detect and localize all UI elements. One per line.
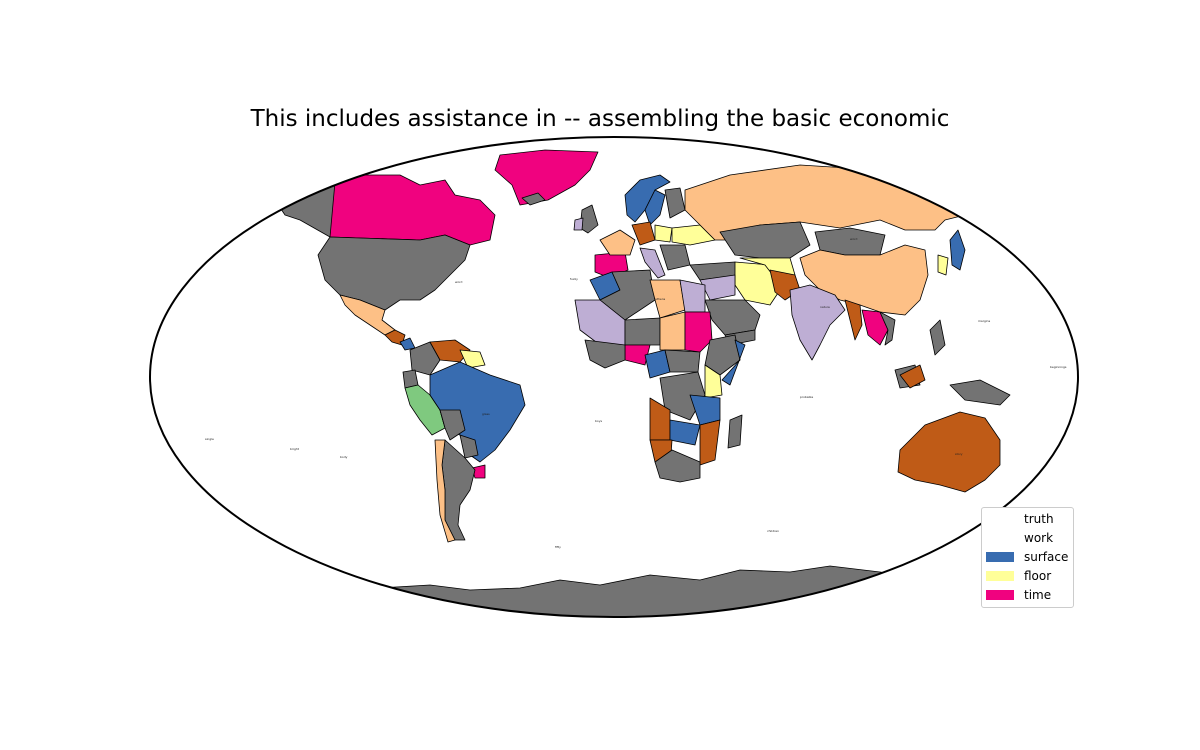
region-sudan (684, 311, 713, 353)
region-somalia (721, 339, 746, 386)
region-sumatra (899, 364, 926, 389)
legend-swatch (986, 552, 1014, 562)
legend-label: time (1024, 588, 1052, 602)
region-vietnam (879, 311, 896, 346)
region-central-america (384, 329, 406, 346)
legend-swatch (986, 514, 1014, 524)
legend-label: work (1024, 531, 1054, 545)
svg-text:beginnings: beginnings (1050, 365, 1067, 369)
svg-text:body: body (340, 455, 348, 459)
legend-item: time (986, 587, 1051, 603)
legend-swatch (986, 590, 1014, 600)
region-indonesia (949, 379, 1011, 406)
region-myanmar (844, 299, 863, 341)
region-bolivia (439, 409, 466, 441)
legend-item: truth (986, 511, 1054, 527)
region-chad (659, 311, 686, 351)
region-colombia (409, 341, 441, 376)
region-ethiopia (704, 334, 741, 376)
legend-label: truth (1024, 512, 1054, 526)
region-poland (654, 224, 673, 243)
map-legend: truth work surface floor time (981, 507, 1074, 608)
svg-text:glass: glass (482, 412, 490, 416)
region-italy (639, 247, 666, 279)
svg-text:word: word (850, 237, 857, 241)
svg-text:story: story (955, 452, 963, 456)
svg-text:nature: nature (820, 305, 830, 309)
legend-swatch (986, 571, 1014, 581)
legend-item: work (986, 530, 1053, 546)
region-mozambique (699, 419, 721, 466)
region-saudi (704, 299, 761, 336)
region-car (664, 349, 701, 373)
region-south-africa (654, 449, 701, 483)
region-madagascar (727, 414, 743, 449)
legend-label: surface (1024, 550, 1069, 564)
region-greenland (494, 149, 599, 206)
globe-outline (149, 136, 1079, 618)
region-japan (949, 229, 966, 271)
legend-item: floor (986, 568, 1051, 584)
region-iceland (521, 192, 546, 206)
region-canada (329, 174, 496, 246)
region-paraguay (459, 434, 479, 459)
region-kazakhstan (719, 221, 811, 259)
region-philippines (929, 319, 946, 356)
tiny-labels: word fuzzy glass word story athens natur… (205, 237, 1067, 549)
region-iraq-syria (699, 274, 736, 301)
region-niger (624, 317, 661, 346)
region-usa (317, 234, 471, 311)
svg-text:fuzzy: fuzzy (570, 277, 578, 281)
region-thailand (861, 309, 889, 346)
region-west-coast (584, 339, 626, 369)
svg-text:children: children (767, 529, 779, 533)
region-finland (664, 187, 686, 219)
region-france (599, 229, 636, 256)
region-ukraine (671, 224, 716, 246)
map-title: This includes assistance in -- assemblin… (250, 106, 950, 132)
region-balkans (659, 244, 691, 271)
region-zambia (669, 419, 701, 446)
region-antarctica (339, 565, 961, 617)
map-landmasses (274, 149, 1043, 617)
region-chile (434, 439, 456, 543)
region-ireland (573, 217, 584, 231)
svg-text:probable: probable (800, 395, 813, 399)
legend-swatch (986, 533, 1014, 543)
svg-text:bright: bright (290, 447, 300, 451)
svg-text:boys: boys (595, 419, 603, 423)
svg-text:word: word (455, 280, 462, 284)
svg-text:athens: athens (655, 297, 666, 301)
region-germany (631, 221, 656, 246)
region-korea (937, 254, 949, 276)
region-australia (897, 411, 1001, 493)
region-kenya (704, 364, 723, 399)
legend-item: surface (986, 549, 1068, 565)
region-guianas (459, 349, 486, 369)
svg-text:margins: margins (978, 319, 991, 323)
region-libya (649, 279, 686, 319)
svg-text:single: single (205, 437, 214, 441)
legend-label: floor (1024, 569, 1052, 583)
svg-text:fifty: fifty (555, 545, 561, 549)
region-india (789, 284, 846, 361)
